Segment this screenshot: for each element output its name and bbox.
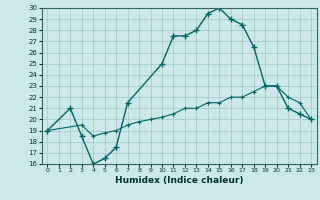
X-axis label: Humidex (Indice chaleur): Humidex (Indice chaleur) [115, 176, 244, 185]
